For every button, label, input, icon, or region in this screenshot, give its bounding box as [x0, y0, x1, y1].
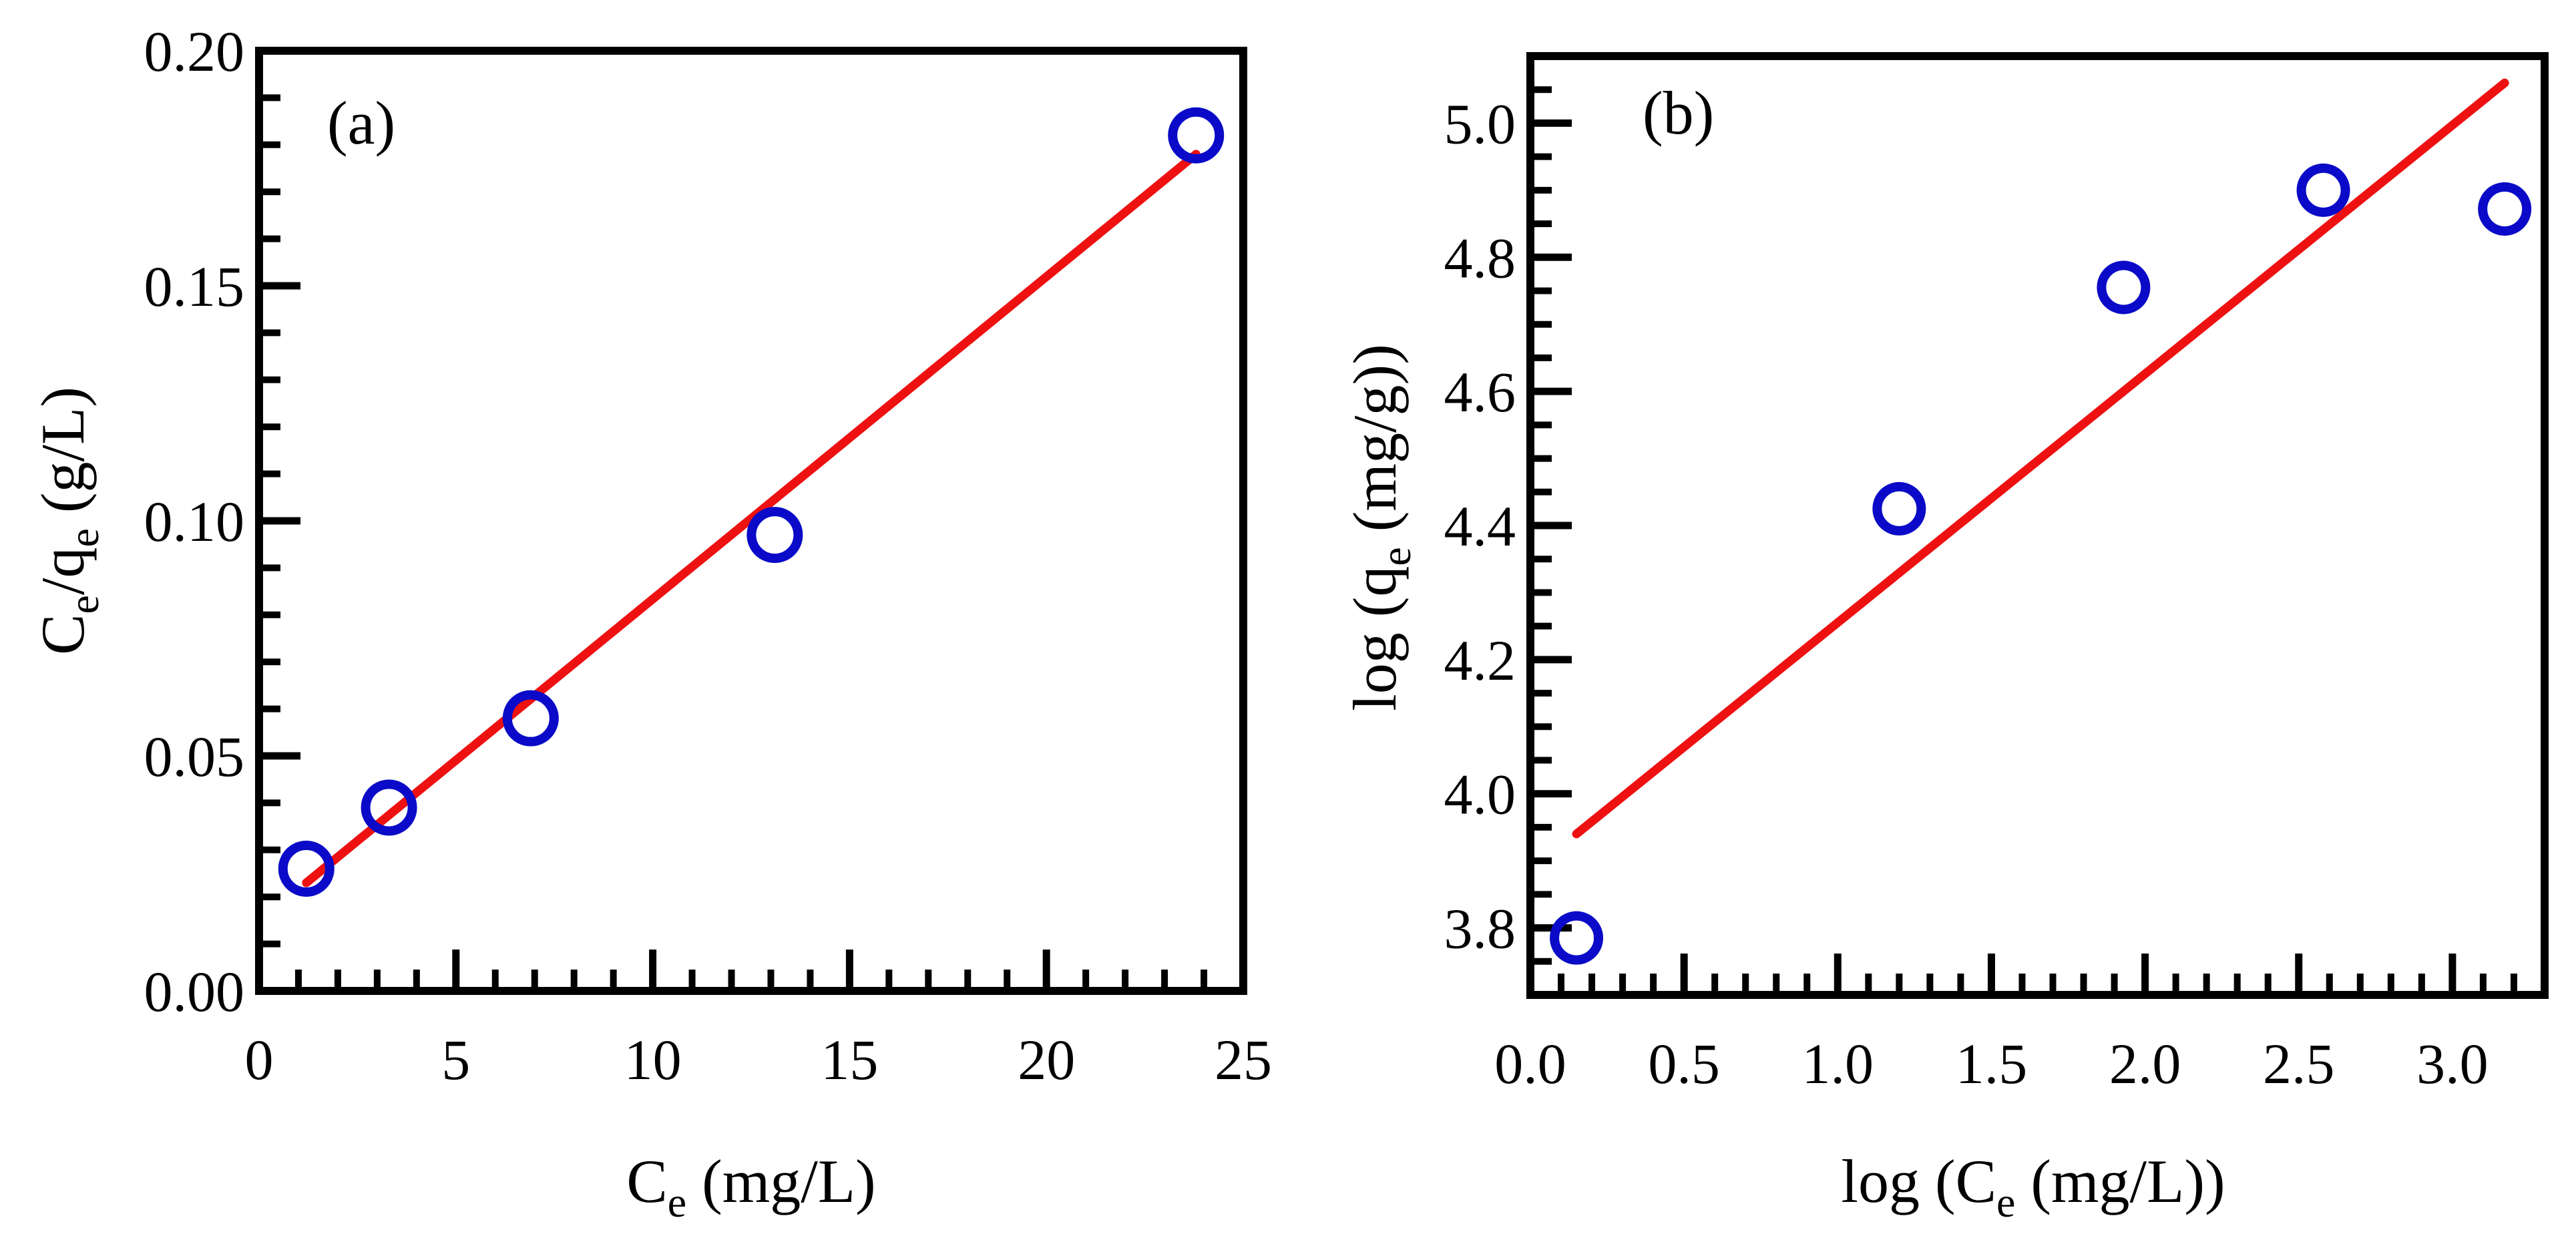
panel-a-data-point	[1168, 107, 1225, 164]
panel-a: 0 5 10 15 20 25 0.00 0.05 0.10 0.15 0.20 (a) Ce (m…	[29, 19, 1272, 1226]
panel-a-frame	[255, 47, 1247, 995]
panel-b-y-tick-label: 3.8	[1444, 897, 1516, 961]
panel-b-x-tick-label: 3.0	[2416, 1032, 2489, 1096]
panel-a-x-axis-title: Ce (mg/L)	[626, 1147, 875, 1226]
panel-b-x-tick-label: 0.0	[1494, 1032, 1566, 1096]
panel-b-y-tick-label: 4.0	[1444, 763, 1516, 827]
panel-a-y-tick-label: 0.20	[144, 19, 245, 83]
panel-a-x-tick-label: 25	[1215, 1028, 1272, 1092]
panel-b-x-tick-label: 0.5	[1648, 1032, 1720, 1096]
panel-b-fit-line	[1572, 78, 2509, 839]
panel-a-ticks	[259, 94, 1208, 991]
panel-a-data-point	[746, 507, 803, 564]
panel-a-y-tick-label: 0.15	[144, 254, 245, 319]
panel-a-data-point	[278, 840, 335, 897]
panel-b: 0.0 0.5 1.0 1.5 2.0 2.5 3.0 3.8 4.0 4.2 4.4 4.6 4.8 5…	[1341, 52, 2549, 1226]
panel-b-data-point	[2296, 163, 2350, 217]
panel-b-data-point	[2478, 182, 2532, 236]
panel-b-x-tick-label: 2.5	[2263, 1032, 2335, 1096]
panel-a-label: (a)	[327, 89, 395, 157]
panel-b-tick-labels: 0.0 0.5 1.0 1.5 2.0 2.5 3.0 3.8 4.0 4.2 4.4 4.6 4.8 5…	[1444, 91, 2489, 1096]
panel-b-x-tick-label: 2.0	[2109, 1032, 2181, 1096]
panel-b-data-point	[1872, 481, 1926, 536]
panel-a-y-tick-label: 0.10	[144, 489, 245, 554]
panel-b-y-axis-title: log (qe (mg/g))	[1341, 344, 1420, 711]
panel-a-data-point	[502, 690, 559, 747]
panel-a-marks	[278, 107, 1225, 897]
panel-b-frame	[1526, 52, 2549, 999]
panel-a-x-tick-label: 0	[245, 1028, 274, 1092]
panel-a-x-tick-label: 5	[441, 1028, 470, 1092]
panel-b-y-tick-label: 5.0	[1444, 91, 1516, 156]
panel-b-x-axis-title: log (Ce (mg/L))	[1841, 1147, 2225, 1226]
panel-a-y-tick-label: 0.00	[144, 960, 245, 1024]
panel-b-label: (b)	[1643, 79, 1714, 147]
panel-b-y-tick-label: 4.2	[1444, 628, 1516, 692]
panel-b-x-tick-label: 1.0	[1802, 1032, 1874, 1096]
panel-b-data-point	[1550, 911, 1604, 965]
panel-a-x-tick-label: 15	[821, 1028, 878, 1092]
panel-a-tick-labels: 0 5 10 15 20 25 0.00 0.05 0.10 0.15 0.20	[144, 19, 1273, 1092]
panel-b-data-point	[2097, 260, 2151, 315]
panel-b-y-tick-label: 4.6	[1444, 360, 1516, 424]
panel-a-y-tick-label: 0.05	[144, 724, 245, 789]
panel-a-x-tick-label: 20	[1018, 1028, 1075, 1092]
panel-b-marks	[1550, 78, 2532, 965]
panel-a-y-axis-title: Ce/qe (g/L)	[29, 387, 108, 655]
panel-b-y-tick-label: 4.8	[1444, 226, 1516, 290]
panel-b-ticks	[1530, 86, 2517, 995]
panel-a-fit-line	[302, 150, 1201, 887]
panel-a-data-point	[361, 779, 417, 836]
panel-b-y-tick-label: 4.4	[1444, 494, 1516, 558]
panel-b-x-tick-label: 1.5	[1956, 1032, 2028, 1096]
panel-a-x-tick-label: 10	[624, 1028, 682, 1092]
